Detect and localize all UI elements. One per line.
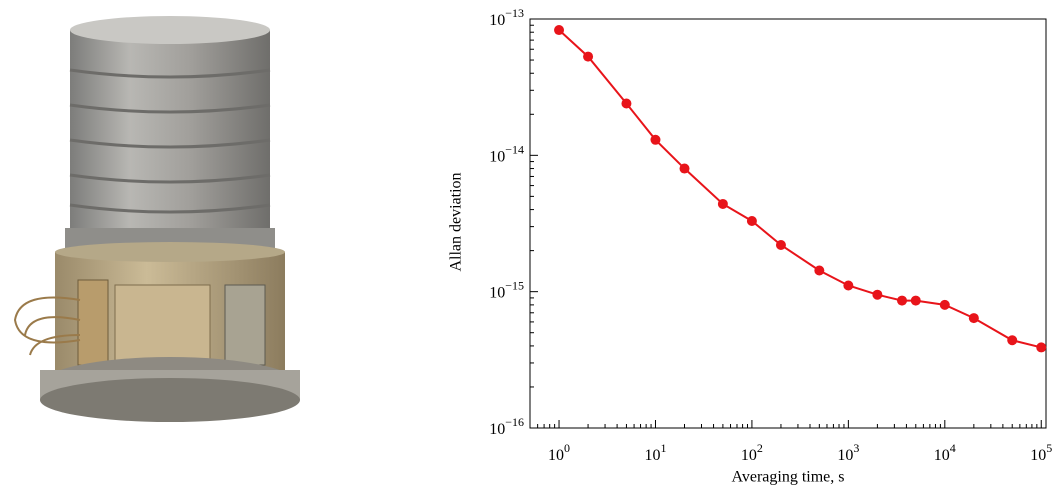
data-point	[583, 51, 594, 62]
data-point	[910, 295, 921, 306]
data-point	[968, 313, 979, 324]
data-point	[650, 134, 661, 145]
y-tick-label: 10−14	[489, 142, 524, 165]
data-point	[814, 265, 825, 276]
data-point	[897, 295, 908, 306]
series-line	[558, 29, 1042, 349]
data-point	[717, 198, 728, 209]
data-point	[843, 280, 854, 291]
data-point	[621, 98, 632, 109]
x-axis-label: Averaging time, s	[731, 469, 844, 486]
y-tick-label: 10−13	[489, 6, 524, 29]
y-tick-label: 10−16	[489, 415, 524, 438]
y-axis-label: Allan deviation	[448, 172, 465, 271]
instrument-photo	[13, 16, 300, 422]
data-point	[554, 25, 565, 36]
x-tick-label: 100	[548, 441, 570, 464]
x-tick-label: 105	[1030, 441, 1052, 464]
data-point	[939, 299, 950, 310]
x-tick-label: 104	[934, 441, 956, 464]
data-point	[775, 239, 786, 250]
y-tick-label: 10−15	[489, 278, 524, 301]
data-point	[1036, 342, 1047, 353]
data-point	[679, 163, 690, 174]
data-point	[1007, 335, 1018, 346]
x-tick-label: 102	[741, 441, 763, 464]
data-point	[872, 289, 883, 300]
x-tick-label: 101	[644, 441, 666, 464]
x-tick-label: 103	[837, 441, 859, 464]
plot-frame	[529, 18, 1047, 429]
data-point	[746, 215, 757, 226]
